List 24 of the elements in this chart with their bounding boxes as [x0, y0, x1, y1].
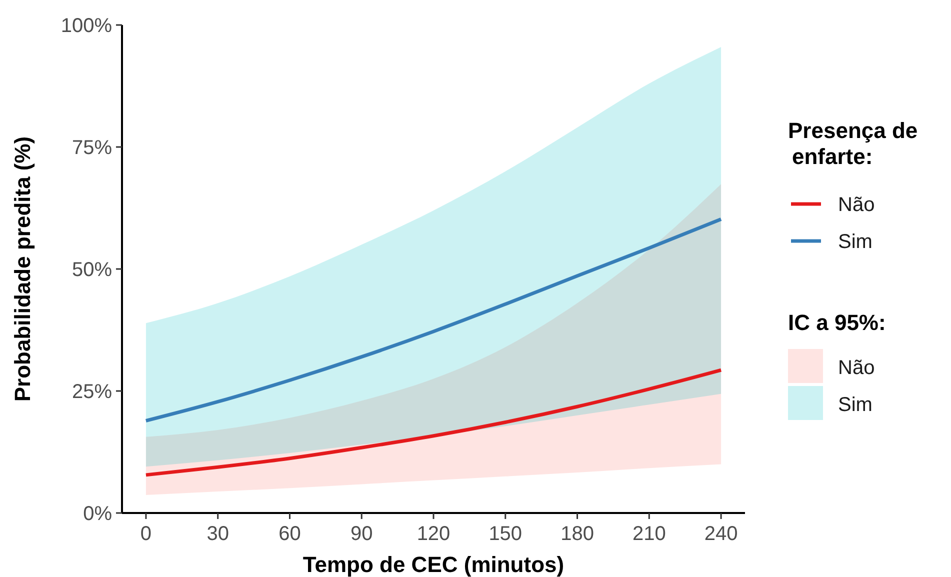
- text: Sim: [838, 394, 872, 416]
- legend-label: Sim: [838, 231, 872, 253]
- legend-title: Presença de enfarte:: [788, 118, 918, 169]
- y-axis-title: Probabilidade predita (%): [10, 136, 35, 402]
- x-tick-label: 240: [704, 523, 738, 545]
- x-tick-label: 90: [350, 523, 373, 545]
- x-tick-label: 120: [416, 523, 450, 545]
- y-tick-label: 100%: [60, 15, 112, 37]
- x-tick-label: 30: [206, 523, 229, 545]
- y-tick-label: 25%: [72, 381, 112, 403]
- x-tick-label: 210: [632, 523, 666, 545]
- x-tick-label: 0: [140, 523, 152, 545]
- x-tick-label: 180: [560, 523, 594, 545]
- x-tick-label: 60: [278, 523, 301, 545]
- line-series: [144, 217, 723, 423]
- legend-label: Não: [838, 194, 875, 216]
- y-tick-label: 75%: [72, 137, 112, 159]
- x-tick-label: 150: [488, 523, 522, 545]
- line-series: [144, 368, 723, 477]
- x-axis-title: Tempo de CEC (minutos): [302, 552, 564, 577]
- y-tick-label: 0%: [83, 503, 112, 525]
- text: IC a 95%:: [788, 310, 886, 335]
- y-tick-label: 50%: [72, 259, 112, 281]
- text: Não: [838, 357, 875, 379]
